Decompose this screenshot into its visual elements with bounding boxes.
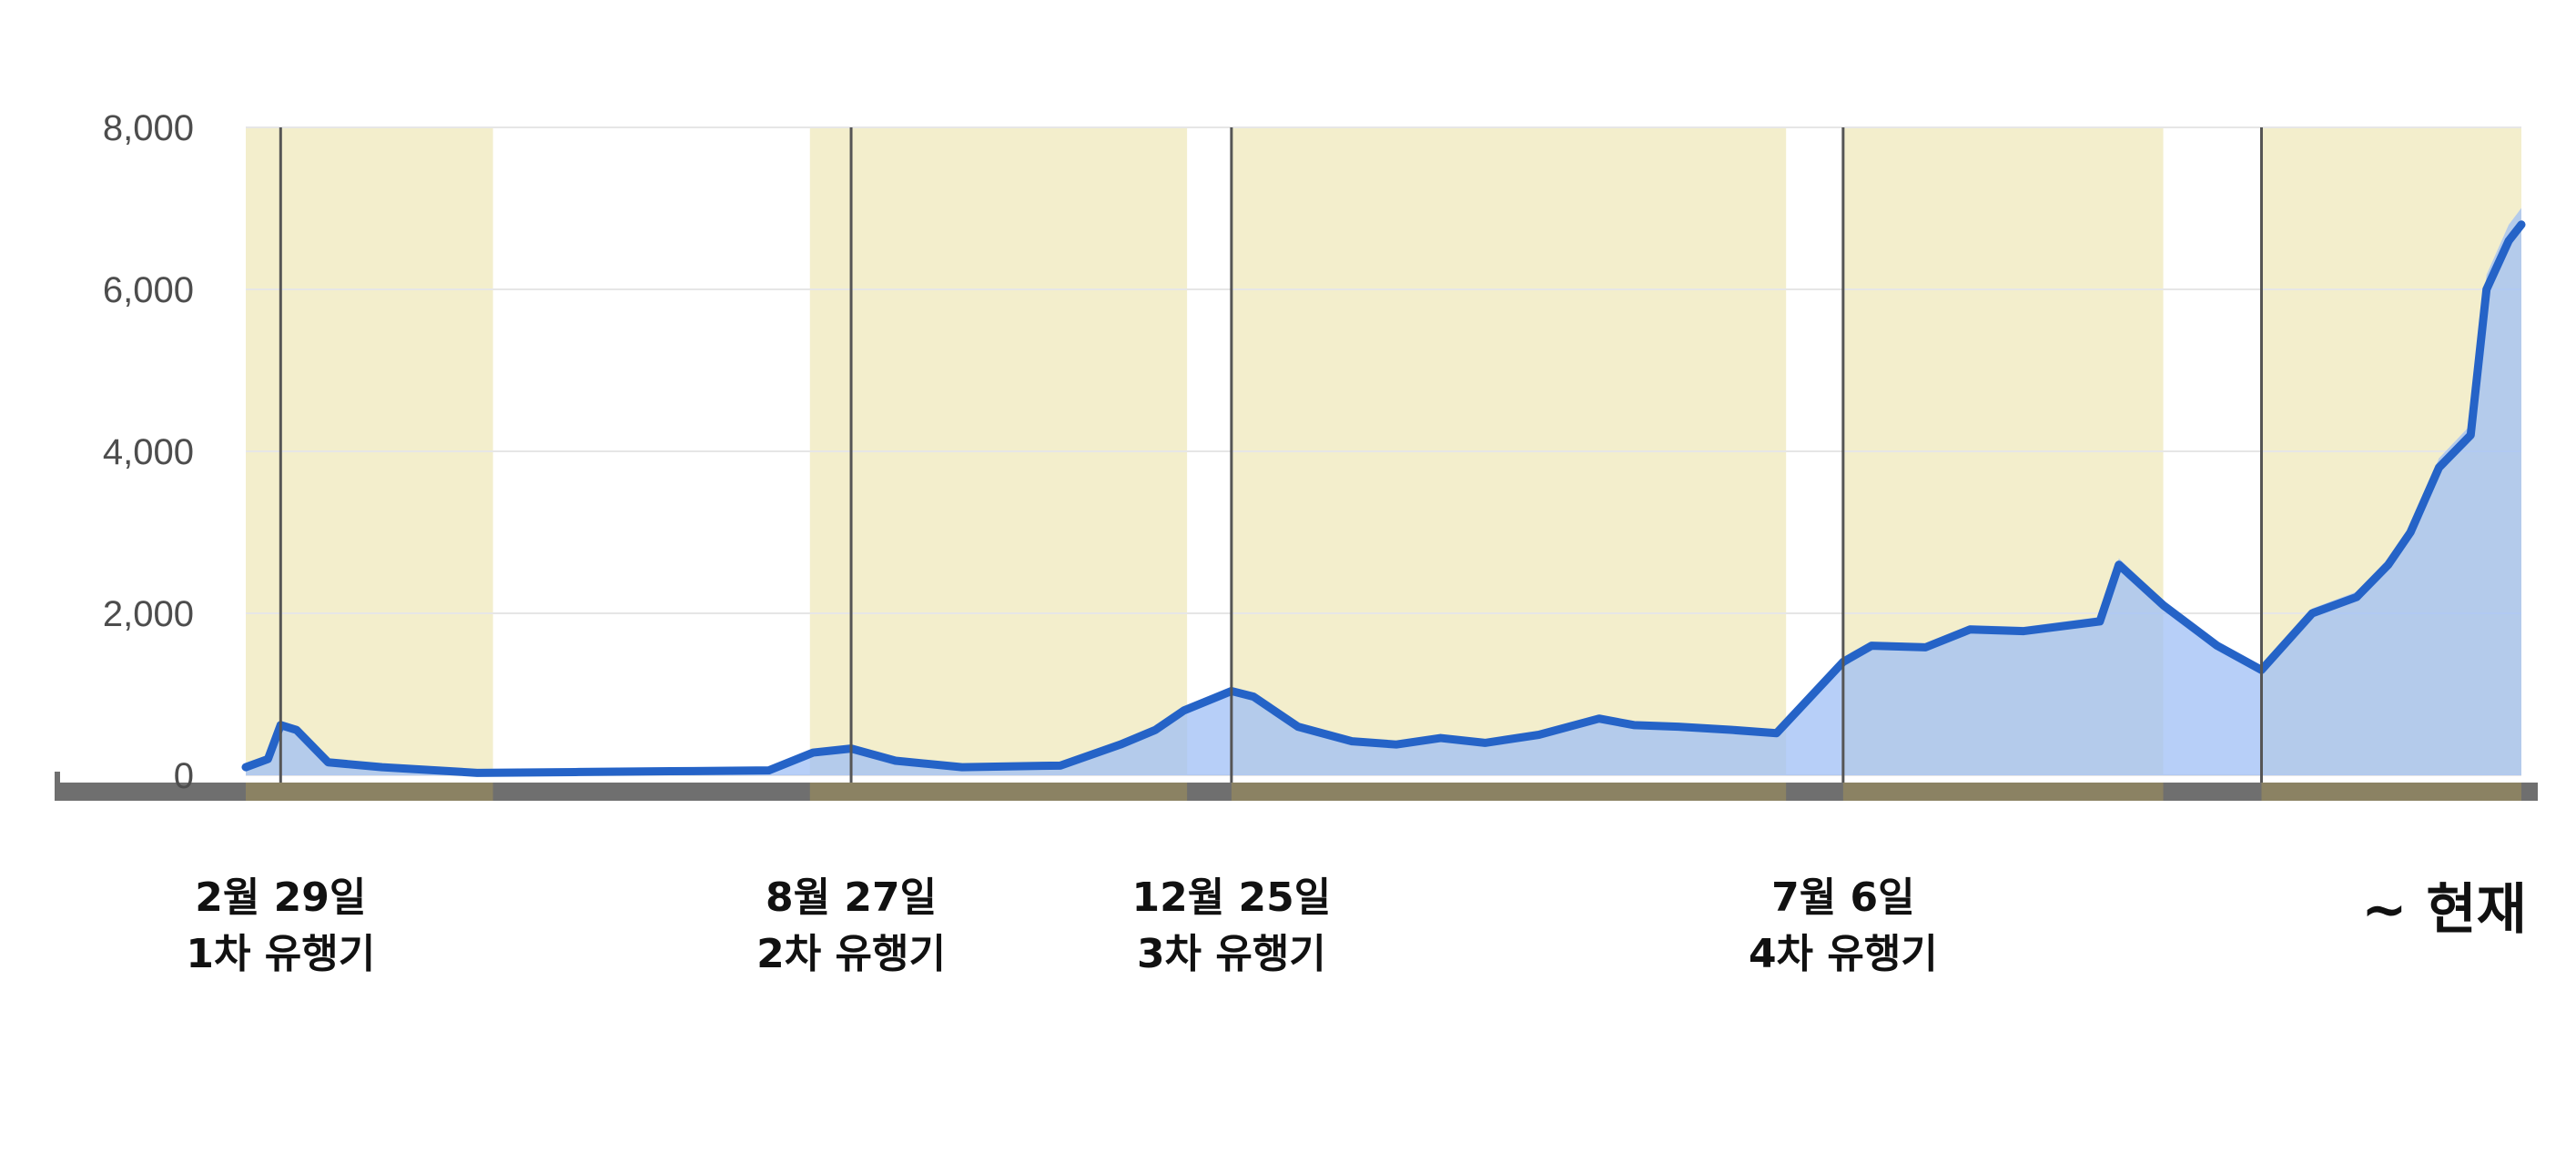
wave-label-date: 12월 25일 (1131, 874, 1331, 921)
wave-label-current: ~ 현재 (2361, 878, 2527, 942)
x-axis-band-wave-4 (1842, 783, 2164, 801)
x-axis-band-tick (55, 772, 60, 801)
x-axis-band-wave-1 (246, 783, 493, 801)
moving-average-line-layer (241, 220, 2526, 777)
moving-average-line (241, 220, 2526, 777)
y-tick-label: 6,000 (103, 270, 194, 310)
x-axis-band (55, 772, 2538, 801)
x-axis-band-wave-5 (2261, 783, 2521, 801)
wave-label-name: 4차 유행기 (1749, 931, 1938, 977)
y-tick-label: 0 (174, 756, 194, 796)
x-axis-band-wave-2 (809, 783, 1188, 801)
wave-label-date: 7월 6일 (1771, 874, 1915, 921)
y-tick-label: 8,000 (103, 108, 194, 148)
wave-label-name: 1차 유행기 (186, 931, 375, 977)
x-axis-band-wave-3 (1231, 783, 1787, 801)
y-axis-tick-labels: 0 2,000 4,000 6,000 8,000 (103, 108, 194, 796)
y-tick-label: 4,000 (103, 432, 194, 472)
wave-label-name: 3차 유행기 (1137, 931, 1326, 977)
y-tick-label: 2,000 (103, 594, 194, 634)
wave-label-date: 2월 29일 (195, 874, 366, 921)
wave-divider-layer (279, 127, 2263, 783)
wave-label-date: 8월 27일 (766, 874, 937, 921)
wave-label-name: 2차 유행기 (756, 931, 946, 977)
wave-labels: 2월 29일 1차 유행기 8월 27일 2차 유행기 12월 25일 3차 유행기 7월 … (186, 874, 2526, 977)
